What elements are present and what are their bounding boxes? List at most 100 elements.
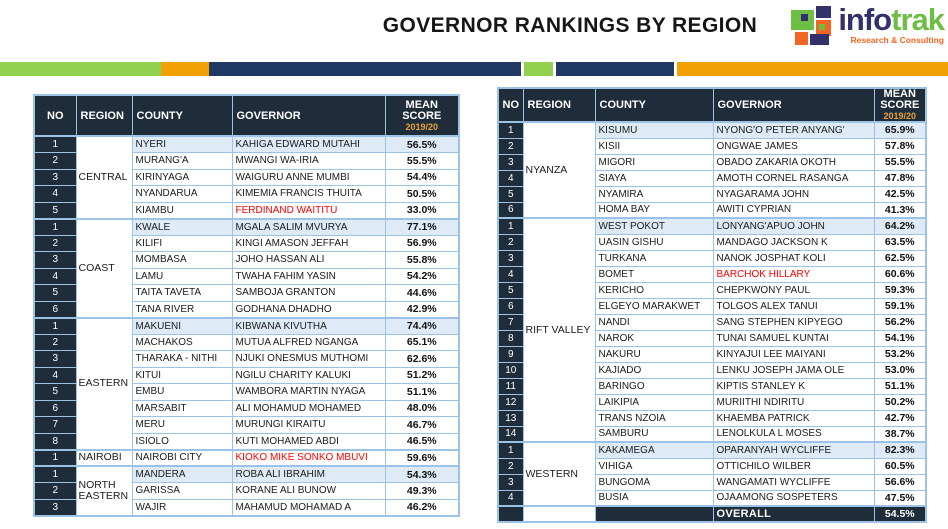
governor-cell: KIBWANA KIVUTHA: [231, 316, 386, 335]
no-cell: 8: [33, 432, 77, 450]
county-cell: WAJIR: [131, 498, 233, 516]
decorative-strip: [0, 62, 948, 76]
strip-segment-orange: [677, 62, 948, 76]
governor-cell: KUTI MOHAMED ABDI: [231, 432, 386, 450]
table-row: 10 KAJIADO LENKU JOSEPH JAMA OLE 53.0%: [497, 361, 927, 379]
score-cell: 56.6%: [873, 473, 927, 491]
county-cell: BARINGO: [594, 377, 714, 395]
governor-cell: MURIITHI NDIRITU: [712, 393, 875, 411]
no-cell: 5: [33, 284, 77, 302]
table-row: 13 TRANS NZOIA KHAEMBA PATRICK 42.7%: [497, 409, 927, 427]
county-cell: THARAKA - NITHI: [131, 350, 233, 368]
infotrak-logo: infotrak Research & Consulting: [788, 2, 945, 54]
score-cell: 74.4%: [384, 316, 460, 335]
table-row: 6 HOMA BAY AWITI CYPRIAN 41.3%: [497, 201, 927, 219]
county-cell: KISII: [594, 137, 714, 155]
table-row: 2 MURANG'A MWANGI WA-IRIA 55.5%: [33, 152, 460, 170]
no-cell: 10: [497, 361, 524, 379]
county-cell: MURANG'A: [131, 152, 233, 170]
county-cell: BOMET: [594, 265, 714, 283]
county-cell: NAKURU: [594, 345, 714, 363]
no-cell: 8: [497, 329, 524, 347]
governor-cell: MUTUA ALFRED NGANGA: [231, 333, 386, 351]
no-cell: 3: [497, 153, 524, 171]
score-cell: 60.5%: [873, 457, 927, 475]
logo-text-info: info: [838, 2, 892, 37]
score-cell: 63.5%: [873, 233, 927, 251]
county-cell: HOMA BAY: [594, 201, 714, 219]
governor-cell: ROBA ALI IBRAHIM: [231, 465, 386, 483]
no-cell: 2: [497, 457, 524, 475]
governor-cell: MGALA SALIM MVURYA: [231, 217, 386, 236]
region-cell: COAST: [75, 217, 133, 318]
no-cell: [497, 505, 524, 523]
governor-cell: LENOLKULA L MOSES: [712, 425, 875, 443]
governor-cell: NYONG'O PETER ANYANG': [712, 121, 875, 139]
county-cell: KERICHO: [594, 281, 714, 299]
score-cell: 47.5%: [873, 489, 927, 507]
county-cell: GARISSA: [131, 482, 233, 500]
no-cell: 2: [33, 234, 77, 252]
no-cell: 2: [33, 333, 77, 351]
no-cell: 4: [33, 267, 77, 285]
score-cell: 55.8%: [384, 251, 460, 269]
no-cell: 5: [497, 281, 524, 299]
no-cell: 5: [497, 185, 524, 203]
score-cell: 65.1%: [384, 333, 460, 351]
no-cell: 7: [33, 416, 77, 434]
score-cell: 48.0%: [384, 399, 460, 417]
governor-cell: OPARANYAH WYCLIFFE: [712, 441, 875, 459]
col-header-mean-score: MEAN SCORE 2019/20: [384, 94, 460, 137]
county-cell: SAMBURU: [594, 425, 714, 443]
score-cell: 44.6%: [384, 284, 460, 302]
col-header-no: NO: [33, 94, 77, 137]
table-row: 14 SAMBURU LENOLKULA L MOSES 38.7%: [497, 425, 927, 443]
score-cell: 57.8%: [873, 137, 927, 155]
table-row: 1 NYANZA KISUMU NYONG'O PETER ANYANG' 65.9%: [497, 121, 927, 219]
score-cell: 41.3%: [873, 201, 927, 219]
strip-segment-navy: [556, 62, 674, 76]
page-title: GOVERNOR RANKINGS BY REGION: [382, 14, 758, 37]
table-row: 3 THARAKA - NITHI NJUKI ONESMUS MUTHOMI 62.…: [33, 350, 460, 368]
county-cell: ELGEYO MARAKWET: [594, 297, 714, 315]
governor-cell: LONYANG'APUO JOHN: [712, 217, 875, 235]
table-row: 1 WESTERN KAKAMEGA OPARANYAH WYCLIFFE 82.3%: [497, 441, 927, 507]
table-row: 1 EASTERN MAKUENI KIBWANA KIVUTHA 74.4%: [33, 316, 460, 450]
table-row: 8 NAROK TUNAI SAMUEL KUNTAI 54.1%: [497, 329, 927, 347]
table-row: 2 GARISSA KORANE ALI BUNOW 49.3%: [33, 482, 460, 500]
governor-cell: TWAHA FAHIM YASIN: [231, 267, 386, 285]
governor-cell: OTTICHILO WILBER: [712, 457, 875, 475]
no-cell: 13: [497, 409, 524, 427]
county-cell: NANDI: [594, 313, 714, 331]
score-cell: 47.8%: [873, 169, 927, 187]
header-row: NO REGION COUNTY GOVERNOR MEAN SCORE 2019/20: [33, 94, 460, 137]
no-cell: 4: [33, 185, 77, 203]
county-cell: KIRINYAGA: [131, 168, 233, 186]
table-row: 1 CENTRAL NYERI KAHIGA EDWARD MUTAHI 56.5%: [33, 135, 460, 219]
table-row: 7 NANDI SANG STEPHEN KIPYEGO 56.2%: [497, 313, 927, 331]
no-cell: 4: [33, 366, 77, 384]
region-cell: CENTRAL: [75, 135, 133, 219]
score-cell: 46.2%: [384, 498, 460, 516]
governor-cell: KAHIGA EDWARD MUTAHI: [231, 135, 386, 153]
no-cell: 12: [497, 393, 524, 411]
county-cell: BUSIA: [594, 489, 714, 507]
col-header-governor: GOVERNOR: [231, 94, 386, 137]
score-cell: 42.5%: [873, 185, 927, 203]
county-cell: KIAMBU: [131, 201, 233, 219]
col-header-region: REGION: [75, 94, 133, 137]
county-cell: NYERI: [131, 135, 233, 153]
logo-text-trak: trak: [891, 2, 945, 37]
table-row: 2 VIHIGA OTTICHILO WILBER 60.5%: [497, 457, 927, 475]
score-cell: 49.3%: [384, 482, 460, 500]
governor-cell: MANDAGO JACKSON K: [712, 233, 875, 251]
county-cell: VIHIGA: [594, 457, 714, 475]
governor-cell: WAMBORA MARTIN NYAGA: [231, 383, 386, 401]
no-cell: 7: [497, 313, 524, 331]
governor-cell: KIOKO MIKE SONKO MBUVI: [231, 448, 386, 467]
county-cell: EMBU: [131, 383, 233, 401]
score-cell: 54.1%: [873, 329, 927, 347]
score-cell: 54.3%: [384, 465, 460, 483]
no-cell: 3: [497, 249, 524, 267]
